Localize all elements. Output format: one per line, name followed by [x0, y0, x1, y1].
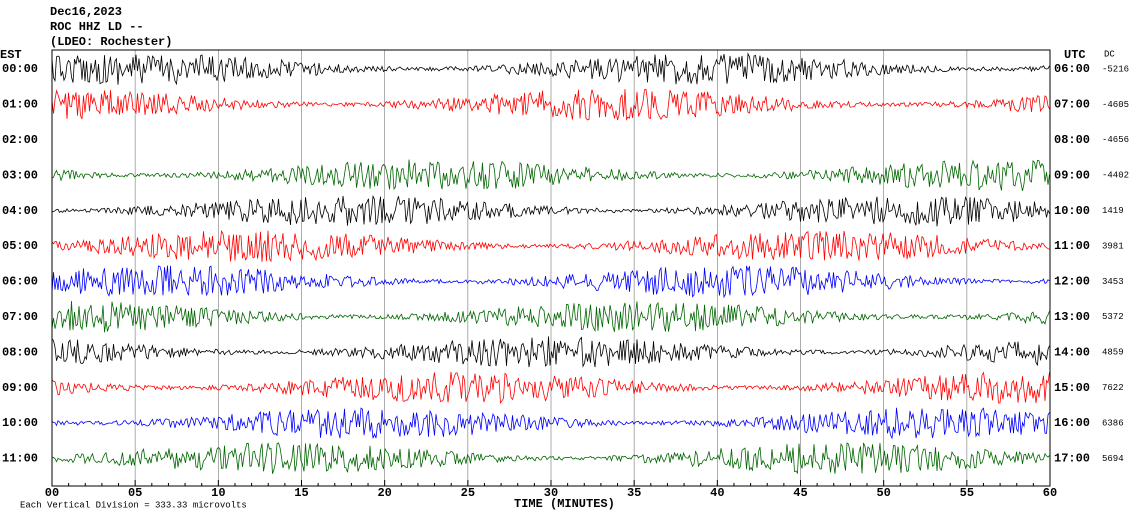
dc-value: 5372	[1102, 312, 1124, 322]
est-title: EST	[0, 48, 22, 62]
est-label: 11:00	[2, 452, 38, 466]
est-label: 07:00	[2, 310, 38, 324]
x-tick-label: 05	[128, 486, 142, 500]
trace	[51, 336, 1050, 368]
utc-label: 09:00	[1054, 168, 1090, 182]
est-label: 10:00	[2, 416, 38, 430]
x-tick-label: 40	[710, 486, 724, 500]
utc-label: 10:00	[1054, 204, 1090, 218]
dc-value: 3453	[1102, 277, 1124, 287]
trace	[51, 442, 1050, 475]
trace	[51, 265, 1050, 299]
date: Dec16,2023	[50, 5, 122, 19]
traces	[51, 50, 1050, 486]
x-tick-label: 45	[793, 486, 807, 500]
trace	[51, 52, 1050, 86]
est-label: 04:00	[2, 204, 38, 218]
trace	[51, 407, 1050, 440]
trace	[51, 229, 1050, 263]
x-tick-label: 50	[876, 486, 890, 500]
dc-value: 6386	[1102, 418, 1124, 428]
x-tick-label: 55	[960, 486, 974, 500]
trace	[51, 371, 1050, 405]
dc-value: 1419	[1102, 206, 1124, 216]
station: ROC HHZ LD --	[50, 20, 144, 34]
x-tick-label: 35	[627, 486, 641, 500]
utc-label: 16:00	[1054, 416, 1090, 430]
utc-label: 08:00	[1054, 133, 1090, 147]
dc-title: DC	[1104, 49, 1115, 59]
utc-label: 13:00	[1054, 310, 1090, 324]
est-label: 09:00	[2, 381, 38, 395]
x-tick-label: 60	[1043, 486, 1057, 500]
utc-label: 12:00	[1054, 275, 1090, 289]
utc-label: 14:00	[1054, 345, 1090, 359]
location: (LDEO: Rochester)	[50, 35, 172, 49]
trace	[51, 300, 1050, 333]
utc-label: 11:00	[1054, 239, 1090, 253]
utc-label: 07:00	[1054, 98, 1090, 112]
scale-note: Each Vertical Division = 333.33 microvol…	[20, 500, 247, 510]
trace	[51, 88, 1050, 121]
dc-value: 7622	[1102, 383, 1124, 393]
est-label: 02:00	[2, 133, 38, 147]
x-tick-label: 10	[211, 486, 225, 500]
dc-value: 3981	[1102, 241, 1124, 251]
x-tick-label: 25	[461, 486, 475, 500]
x-title: TIME (MINUTES)	[514, 497, 615, 511]
dc-value: 5694	[1102, 454, 1124, 464]
dc-value: -4605	[1102, 100, 1129, 110]
utc-label: 06:00	[1054, 62, 1090, 76]
x-tick-label: 20	[377, 486, 391, 500]
est-label: 05:00	[2, 239, 38, 253]
trace	[51, 194, 1050, 227]
dc-value: -4402	[1102, 171, 1129, 181]
dc-value: 4859	[1102, 348, 1124, 358]
utc-title: UTC	[1064, 48, 1086, 62]
utc-label: 17:00	[1054, 452, 1090, 466]
dc-value: -5216	[1102, 64, 1129, 74]
est-label: 06:00	[2, 275, 38, 289]
est-label: 01:00	[2, 98, 38, 112]
est-label: 08:00	[2, 345, 38, 359]
x-tick-label: 00	[45, 486, 59, 500]
utc-label: 15:00	[1054, 381, 1090, 395]
est-label: 00:00	[2, 62, 38, 76]
est-label: 03:00	[2, 168, 38, 182]
trace	[51, 159, 1050, 191]
dc-value: -4656	[1102, 135, 1129, 145]
x-tick-label: 30	[544, 486, 558, 500]
x-tick-label: 15	[294, 486, 308, 500]
